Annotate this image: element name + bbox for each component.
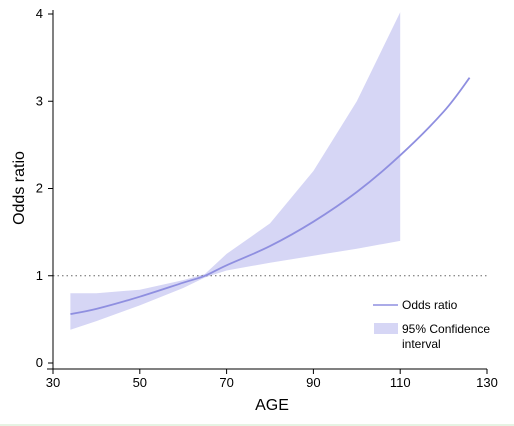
x-tick-label: 110: [390, 375, 411, 390]
y-tick-label: 3: [36, 93, 43, 108]
legend-label-confidence-interval: 95% Confidence interval: [402, 322, 490, 351]
y-tick-label: 2: [36, 181, 43, 196]
y-tick-label: 0: [36, 355, 43, 370]
x-tick-label: 30: [46, 375, 60, 390]
confidence-band-layer: [70, 12, 401, 330]
bottom-border: [0, 424, 514, 426]
legend-band-swatch: [374, 323, 398, 334]
x-tick-label: 90: [306, 375, 320, 390]
y-axis-title: Odds ratio: [11, 151, 28, 225]
legend-label-odds-ratio: Odds ratio: [402, 298, 458, 312]
y-tick-label: 1: [36, 268, 43, 283]
x-tick-label: 70: [219, 375, 233, 390]
x-tick-label: 50: [133, 375, 147, 390]
legend: Odds ratio 95% Confidence interval: [373, 298, 490, 351]
odds-ratio-line-layer: [70, 77, 471, 315]
y-tick-label: 4: [36, 6, 43, 21]
odds-ratio-line: [70, 77, 471, 315]
axes: [47, 10, 487, 370]
x-tick-label: 130: [476, 375, 498, 390]
confidence-band: [70, 12, 401, 330]
tick-layer: 0 1 2 3 4 30 50 70 90 110 130: [36, 6, 498, 390]
x-axis-title: AGE: [255, 397, 289, 414]
